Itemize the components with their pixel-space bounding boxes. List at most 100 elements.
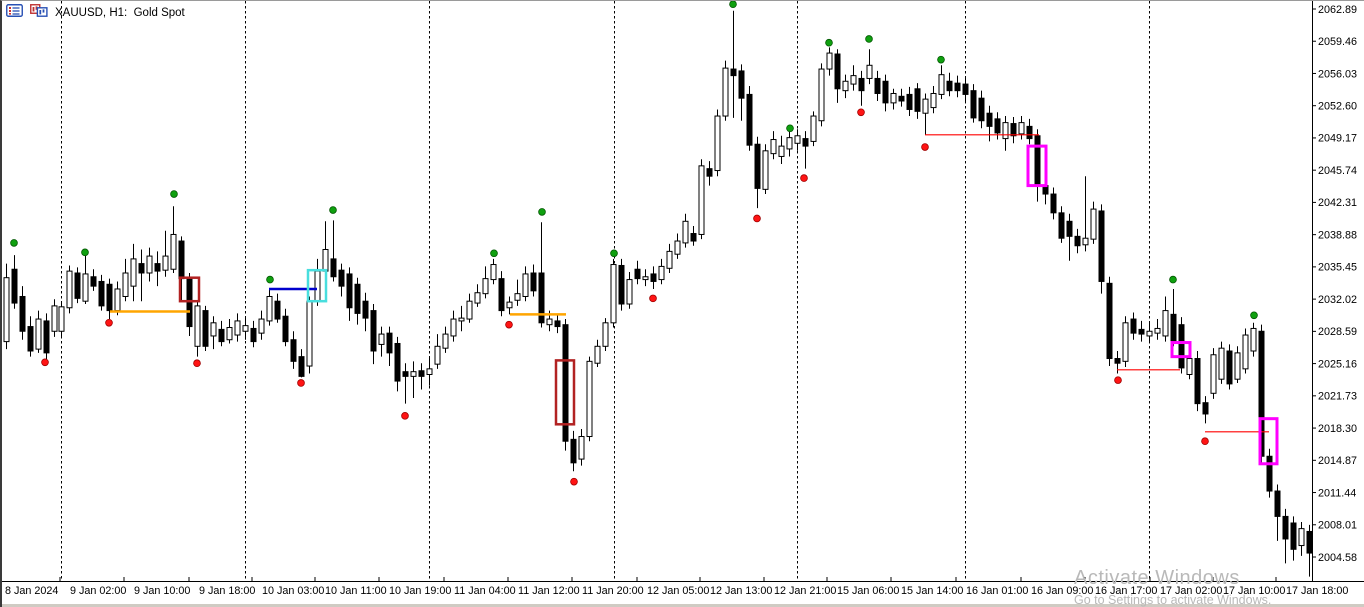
bull-candle-body: [602, 322, 609, 347]
bear-candle-body: [290, 339, 297, 362]
bear-candle-body: [898, 95, 905, 102]
bear-candle-body: [186, 278, 193, 328]
buy-signal-dot: [1169, 275, 1177, 284]
bull-candle-body: [794, 135, 801, 144]
bull-candle-body: [842, 80, 849, 92]
bull-candle-body: [818, 68, 825, 122]
time-tick-label: 17 Jan 18:00: [1286, 585, 1348, 597]
price-tick-label: 2004.58: [1318, 552, 1357, 564]
sell-signal-dot: [193, 359, 201, 368]
bull-candle-body: [226, 327, 233, 341]
bear-candle-body: [330, 258, 337, 278]
price-tick-label: 2059.46: [1318, 36, 1357, 48]
bear-candle-body: [906, 93, 913, 110]
buy-signal-dot: [865, 35, 873, 43]
bull-candle-body: [82, 273, 89, 302]
bull-candle-body: [826, 52, 833, 70]
bull-candle-body: [770, 139, 777, 155]
time-tick-label: 15 Jan 06:00: [837, 585, 899, 597]
bear-candle-body: [154, 263, 161, 272]
bull-candle-body: [642, 276, 649, 281]
bear-candle-body: [634, 268, 641, 280]
buy-signal-dot: [266, 275, 274, 284]
bear-candle-body: [354, 283, 361, 314]
bear-candle-body: [834, 53, 841, 90]
bear-candle-body: [1114, 358, 1121, 364]
bear-candle-body: [362, 300, 369, 319]
bull-candle-body: [506, 301, 513, 309]
bull-candle-body: [810, 115, 817, 142]
bear-candle-body: [138, 263, 145, 274]
bull-candle-body: [890, 92, 897, 104]
price-tick-label: 2008.01: [1318, 520, 1357, 532]
bull-candle-body: [35, 318, 42, 350]
bull-candle-body: [522, 273, 529, 297]
bull-candle-body: [490, 264, 497, 281]
magenta-orderblock-2: [1170, 341, 1192, 359]
bull-candle-body: [666, 250, 673, 269]
sell-signal-dot: [857, 108, 865, 117]
price-tick-label: 2028.59: [1318, 326, 1357, 338]
bear-candle-body: [90, 276, 97, 287]
bull-candle-body: [546, 318, 553, 326]
bull-candle-body: [314, 270, 321, 302]
bear-candle-body: [994, 118, 1001, 134]
buy-signal-dot: [937, 55, 945, 64]
bear-candle-body: [394, 342, 401, 382]
chart-pages-icon[interactable]: [30, 4, 48, 22]
bull-candle-body: [482, 278, 489, 295]
market-watch-icon[interactable]: [6, 4, 23, 22]
buy-signal-dot: [10, 239, 18, 247]
bear-candle-body: [250, 327, 257, 343]
bear-candle-body: [1226, 350, 1233, 385]
bear-candle-body: [1290, 522, 1297, 550]
bear-candle-body: [650, 273, 657, 282]
sell-signal-dot: [505, 320, 513, 329]
time-tick-label: 17 Jan 10:00: [1223, 585, 1285, 597]
bull-candle-body: [658, 265, 665, 281]
bull-candle-body: [586, 360, 593, 438]
bear-candle-body: [218, 328, 225, 343]
bull-candle-body: [1250, 327, 1257, 352]
bear-candle-body: [754, 143, 761, 189]
time-tick-label: 12 Jan 21:00: [774, 585, 836, 597]
bull-candle-body: [450, 318, 457, 337]
bull-candle-body: [51, 305, 58, 332]
price-tick-label: 2042.31: [1318, 197, 1357, 209]
bear-candle-body: [1274, 490, 1281, 517]
sell-signal-dot: [570, 477, 578, 486]
bear-candle-body: [1194, 358, 1201, 405]
bear-candle-body: [706, 168, 713, 177]
time-tick-label: 9 Jan 02:00: [70, 585, 126, 597]
time-tick-label: 11 Jan 04:00: [454, 585, 516, 597]
darkred-orderblock-2: [554, 359, 576, 426]
bull-candle-body: [58, 306, 65, 332]
bear-candle-body: [1266, 455, 1273, 492]
time-tick-label: 11 Jan 12:00: [518, 585, 580, 597]
bull-candle-body: [114, 288, 121, 312]
bear-candle-body: [690, 233, 697, 242]
bear-candle-body: [1138, 328, 1145, 335]
price-tick-label: 2062.89: [1318, 4, 1357, 16]
price-tick-label: 2052.60: [1318, 100, 1357, 112]
bear-candle-body: [738, 70, 745, 99]
buy-signal-dot: [729, 1, 737, 8]
bear-candle-body: [970, 90, 977, 119]
bear-candle-body: [418, 370, 425, 377]
bear-candle-body: [570, 438, 577, 464]
sell-signal-dot: [800, 174, 808, 182]
bear-candle-body: [802, 138, 809, 147]
buy-signal-dot: [610, 249, 618, 258]
bear-candle-body: [106, 283, 113, 312]
bull-candle-body: [1082, 237, 1089, 246]
bull-candle-body: [210, 322, 217, 337]
bear-candle-body: [530, 272, 537, 292]
bear-candle-body: [1130, 318, 1137, 334]
bear-candle-body: [562, 324, 569, 442]
price-tick-label: 2014.87: [1318, 455, 1357, 467]
price-tick-label: 2035.45: [1318, 262, 1357, 274]
sell-signal-dot: [41, 358, 49, 367]
sell-signal-dot: [105, 319, 113, 327]
buy-signal-dot: [538, 208, 546, 216]
